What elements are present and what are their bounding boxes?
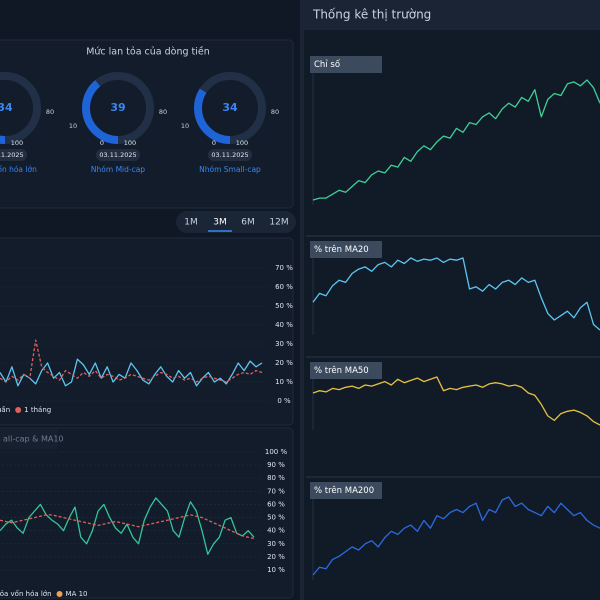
legend-dot [56, 591, 63, 597]
gauge-date: 03.11.2025 [99, 151, 136, 159]
stats-panel [304, 0, 600, 600]
gauge-name: hóm Vốn hóa lớn [0, 165, 37, 174]
y-tick-label: 20 % [275, 359, 293, 367]
chart-label-box [310, 482, 382, 499]
gauge-max: 100 [236, 139, 248, 147]
gauge-value: 34 [222, 101, 238, 114]
gauge-date: 03.11.2025 [211, 151, 248, 159]
gauge-arc [82, 72, 154, 144]
y-tick-label: 80 % [267, 474, 285, 482]
y-tick-label: 40 % [267, 527, 285, 535]
legend-label: uần [0, 406, 10, 414]
chart-label: % trên MA20 [314, 244, 369, 255]
y-tick-label: 20 % [267, 553, 285, 561]
y-tick-label: 40 % [275, 321, 293, 329]
y-tick-label: 30 % [275, 340, 293, 348]
y-tick-label: 50 % [267, 514, 285, 522]
gauge-high: 80 [46, 108, 54, 116]
gauge-high: 80 [159, 108, 167, 116]
line [0, 339, 263, 383]
date-pill [0, 149, 27, 161]
flow-title: Mức lan tỏa của dòng tiền [86, 47, 210, 58]
y-tick-label: 30 % [267, 540, 285, 548]
gauge-low: 10 [181, 122, 189, 130]
gauge-name: Nhóm Mid-cap [91, 165, 145, 174]
gauge-min: 0 [100, 139, 104, 147]
y-tick-label: 70 % [267, 487, 285, 495]
line [0, 514, 255, 540]
cap-tab-label[interactable]: all-cap & MA10 [3, 435, 64, 444]
line [312, 257, 600, 331]
gauge-value: 34 [0, 101, 13, 114]
period-button[interactable]: 3M [213, 218, 227, 228]
y-tick-label: 10 % [267, 566, 285, 574]
chart-label: % trên MA50 [314, 365, 369, 376]
stats-title: Thống kê thị trường [312, 8, 431, 22]
line [312, 79, 600, 201]
legend-dot [15, 407, 22, 413]
cap-tab[interactable] [0, 429, 58, 449]
divider [300, 0, 304, 600]
date-pill [96, 149, 140, 161]
chart-label-box [310, 362, 382, 379]
y-tick-label: 70 % [275, 264, 293, 272]
gauge-max: 100 [11, 139, 23, 147]
date-pill [208, 149, 252, 161]
gauge-min: 0 [212, 139, 216, 147]
gauge-value: 39 [110, 101, 125, 114]
period-button[interactable]: 6M [241, 218, 255, 228]
gauge-max: 100 [124, 139, 136, 147]
gauge-date: 03.11.2025 [0, 151, 24, 159]
gauge-arc [0, 72, 41, 144]
stats-header [304, 0, 600, 30]
period-switch [176, 211, 296, 233]
chart-label-box [310, 241, 382, 258]
period-button[interactable]: 12M [269, 218, 288, 228]
gauge-high: 80 [271, 108, 279, 116]
line [312, 496, 600, 576]
y-tick-label: 0 % [277, 397, 291, 405]
legend-label: MA 10 [66, 590, 88, 598]
chart-label-box [310, 56, 382, 73]
cap-panel [0, 427, 294, 599]
chart-label: % trên MA200 [314, 485, 374, 496]
y-tick-label: 60 % [275, 283, 293, 291]
line [312, 376, 600, 426]
legend-label: tỏa vốn hóa lớn [0, 590, 52, 598]
breadth-panel [0, 237, 294, 426]
gauge-arc [194, 72, 266, 144]
legend-label: 1 tháng [24, 406, 51, 414]
y-tick-label: 50 % [275, 302, 293, 310]
y-tick-label: 90 % [267, 461, 285, 469]
gauge-name: Nhóm Small-cap [199, 165, 261, 174]
chart-label: Chỉ số [314, 59, 341, 70]
y-tick-label: 60 % [267, 500, 285, 508]
y-tick-label: 10 % [275, 378, 293, 386]
period-button[interactable]: 1M [184, 218, 198, 228]
y-tick-label: 100 % [265, 448, 288, 456]
gauge-low: 10 [69, 122, 77, 130]
